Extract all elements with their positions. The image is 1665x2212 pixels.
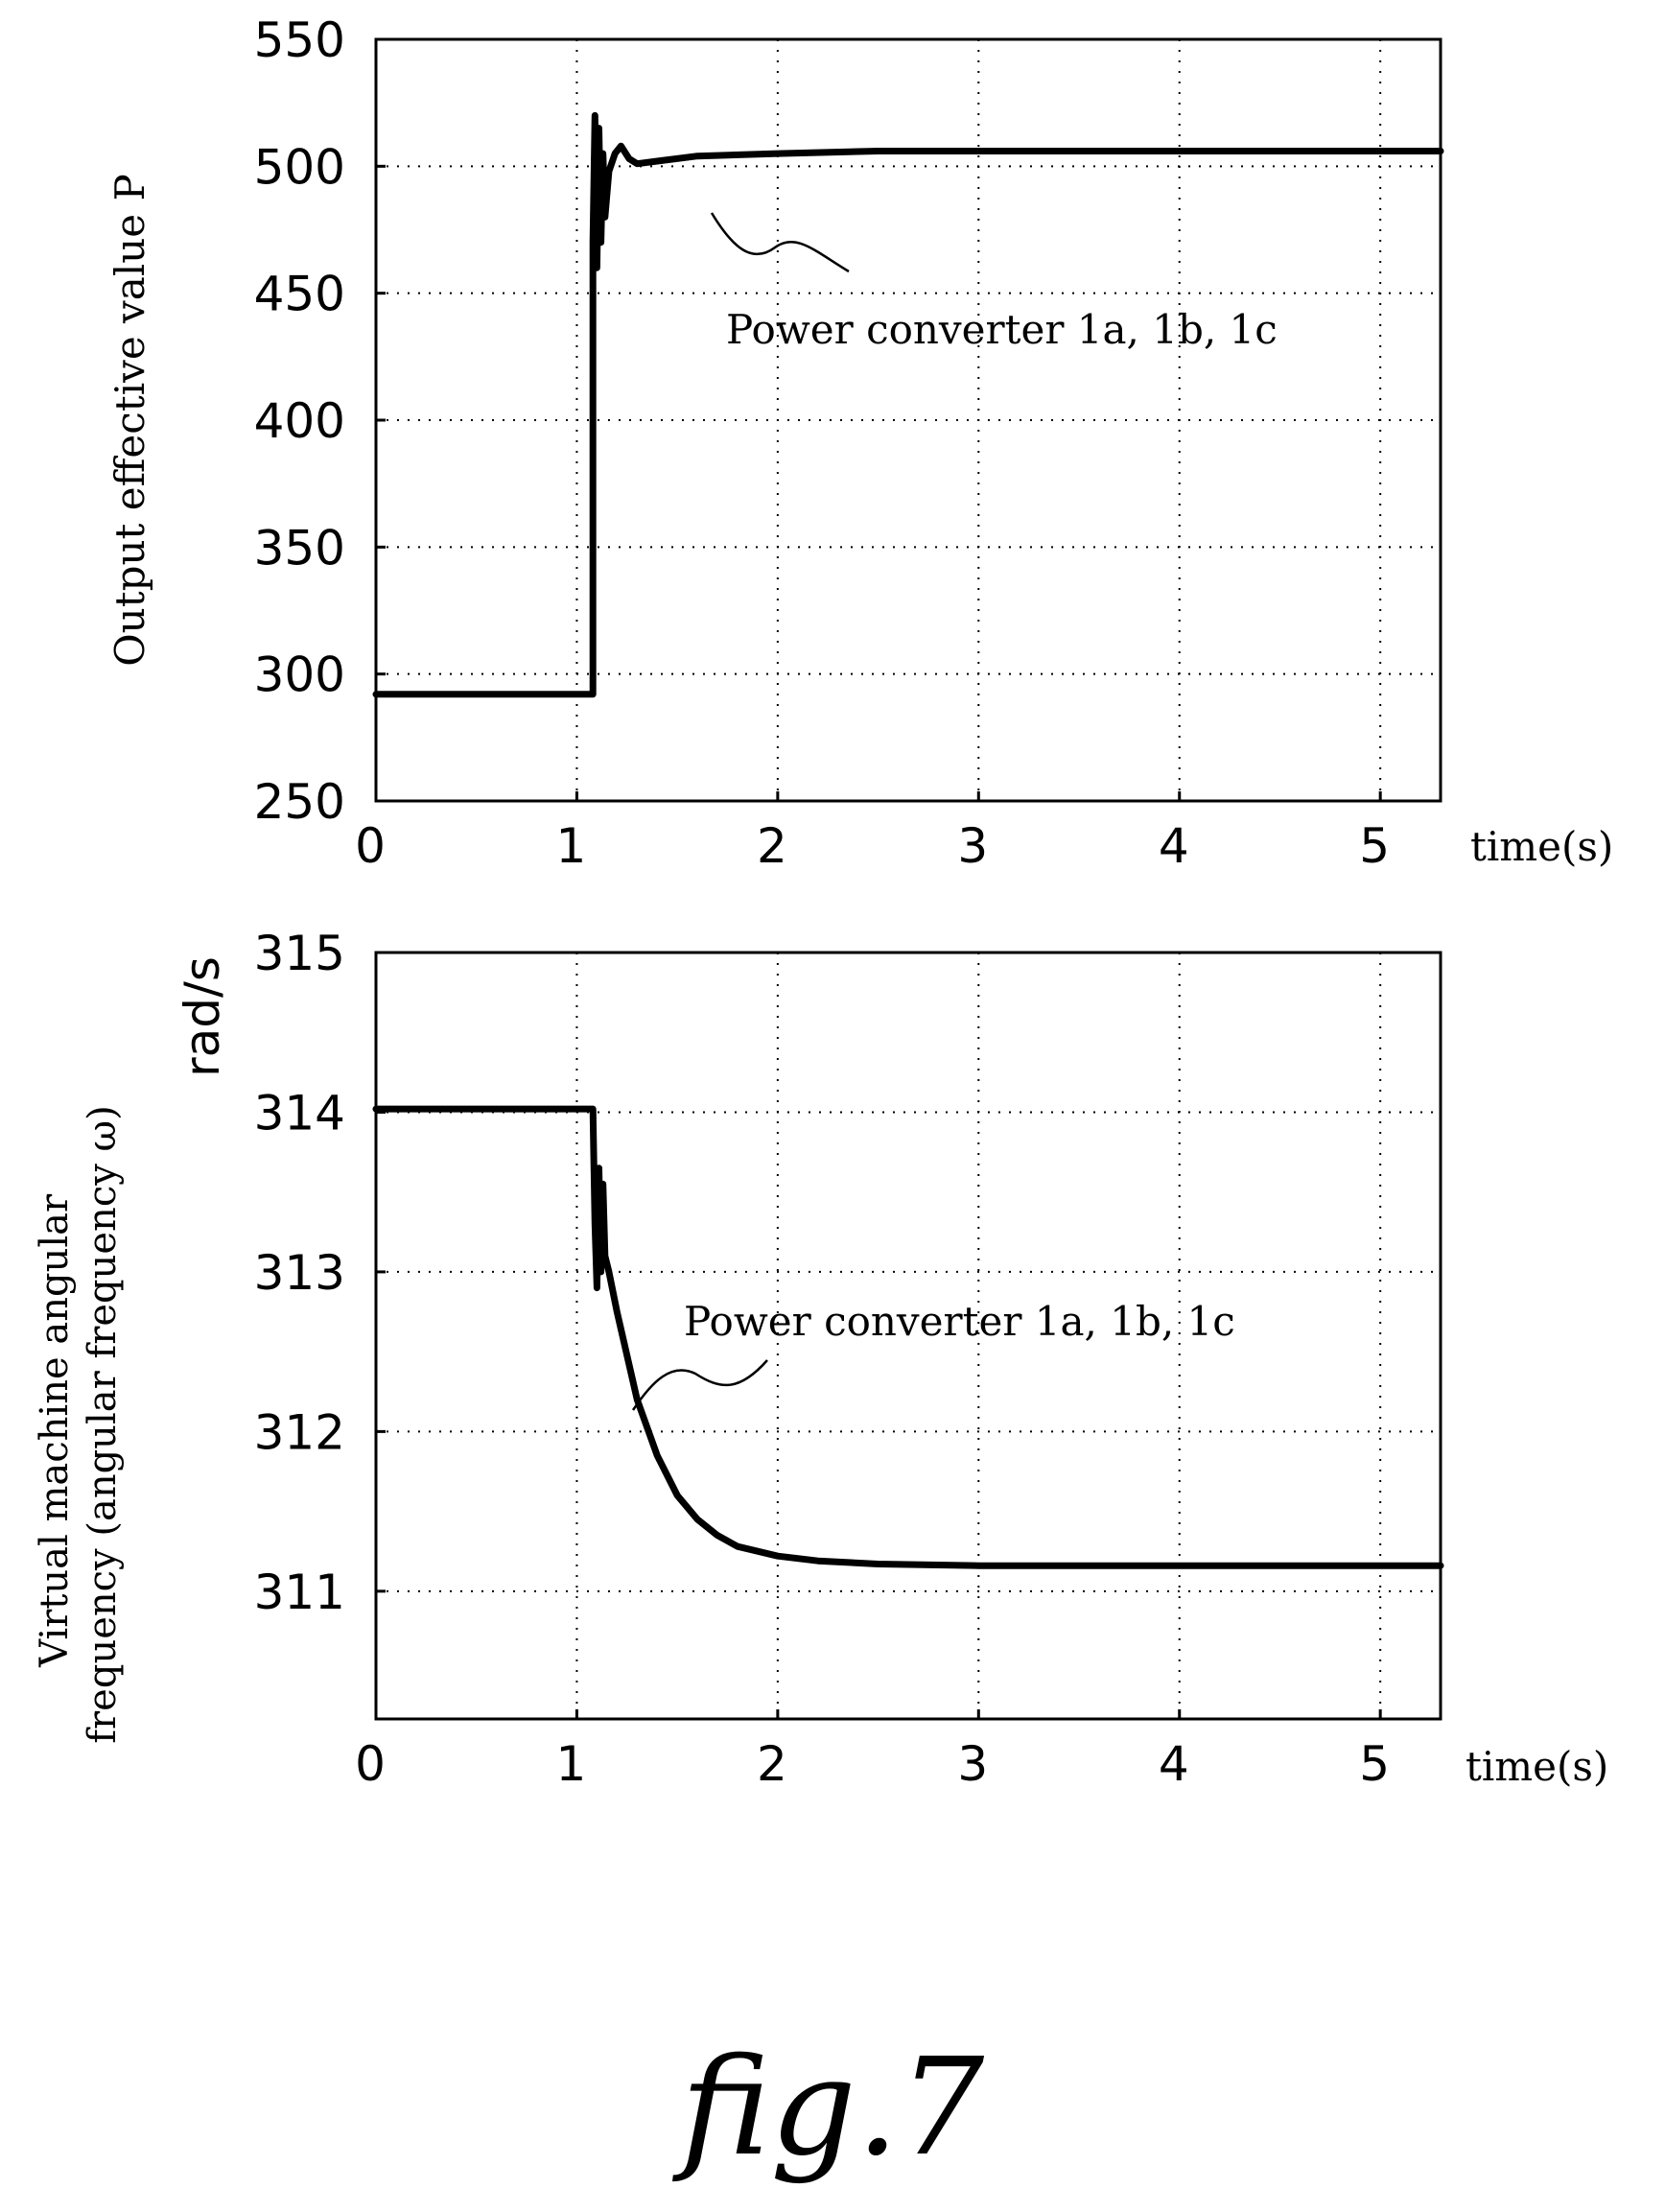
y-tick-label: 350: [254, 520, 345, 576]
y-tick-label: 250: [254, 774, 345, 830]
x-tick-labels: 0 1 2 3 4 5: [355, 818, 1390, 874]
y-tick-label: 314: [254, 1085, 345, 1141]
x-tick-labels: 0 1 2 3 4 5: [355, 1736, 1390, 1792]
chart-angular-frequency: 311 312 313 314 315 0 1 2 3 4 5 Power converter 1…: [33, 926, 1608, 1792]
y-tick-label: 400: [254, 393, 345, 449]
x-tick-label: 5: [1359, 1736, 1390, 1792]
y-unit-label: rad/s: [175, 956, 230, 1077]
x-tick-label: 5: [1359, 818, 1390, 874]
y-tick-label: 312: [254, 1404, 345, 1460]
plot-frame: [374, 951, 1442, 1721]
chart-output-power: 250 300 350 400 450 500 550 0 1 2 3 4 5 Power conve…: [106, 12, 1613, 874]
grid-lines: [374, 951, 1441, 1719]
x-tick-label: 4: [1159, 818, 1189, 874]
x-tick-label: 2: [757, 1736, 787, 1792]
plot-frame: [374, 37, 1442, 803]
y-axis-label: Output effective value P: [106, 174, 153, 667]
x-tick-label: 0: [355, 1736, 386, 1792]
annotation-leader: [710, 212, 850, 273]
x-tick-label: 0: [355, 818, 386, 874]
y-tick-label: 315: [254, 926, 345, 981]
annotation-label: Power converter 1a, 1b, 1c: [684, 1298, 1235, 1345]
y-tick-label: 300: [254, 647, 345, 703]
x-tick-label: 3: [957, 1736, 988, 1792]
y-tick-label: 311: [254, 1565, 345, 1620]
y-tick-label: 500: [254, 139, 345, 195]
x-tick-label: 4: [1159, 1736, 1189, 1792]
figure-label: fig.7: [672, 2030, 985, 2186]
grid-lines: [374, 37, 1441, 803]
annotation-leader: [631, 1359, 768, 1411]
y-tick-labels: 250 300 350 400 450 500 550: [254, 12, 345, 830]
x-axis-label: time(s): [1466, 1743, 1608, 1790]
y-axis-label: Virtual machine angular frequency (angul…: [33, 1105, 125, 1744]
x-tick-label: 2: [757, 818, 787, 874]
y-axis-label-line-2: frequency (angular frequency ω): [81, 1105, 125, 1744]
annotation-label: Power converter 1a, 1b, 1c: [726, 306, 1278, 353]
series-line: [372, 1105, 1444, 1569]
x-axis-label: time(s): [1470, 823, 1613, 870]
y-tick-labels: 311 312 313 314 315: [254, 926, 345, 1620]
x-tick-label: 3: [957, 818, 988, 874]
x-tick-label: 1: [556, 818, 587, 874]
y-axis-label-line-1: Virtual machine angular: [33, 1193, 77, 1668]
x-tick-label: 1: [556, 1736, 587, 1792]
y-tick-label: 450: [254, 267, 345, 322]
series-line: [372, 111, 1444, 698]
y-tick-label: 313: [254, 1245, 345, 1301]
y-tick-label: 550: [254, 12, 345, 68]
